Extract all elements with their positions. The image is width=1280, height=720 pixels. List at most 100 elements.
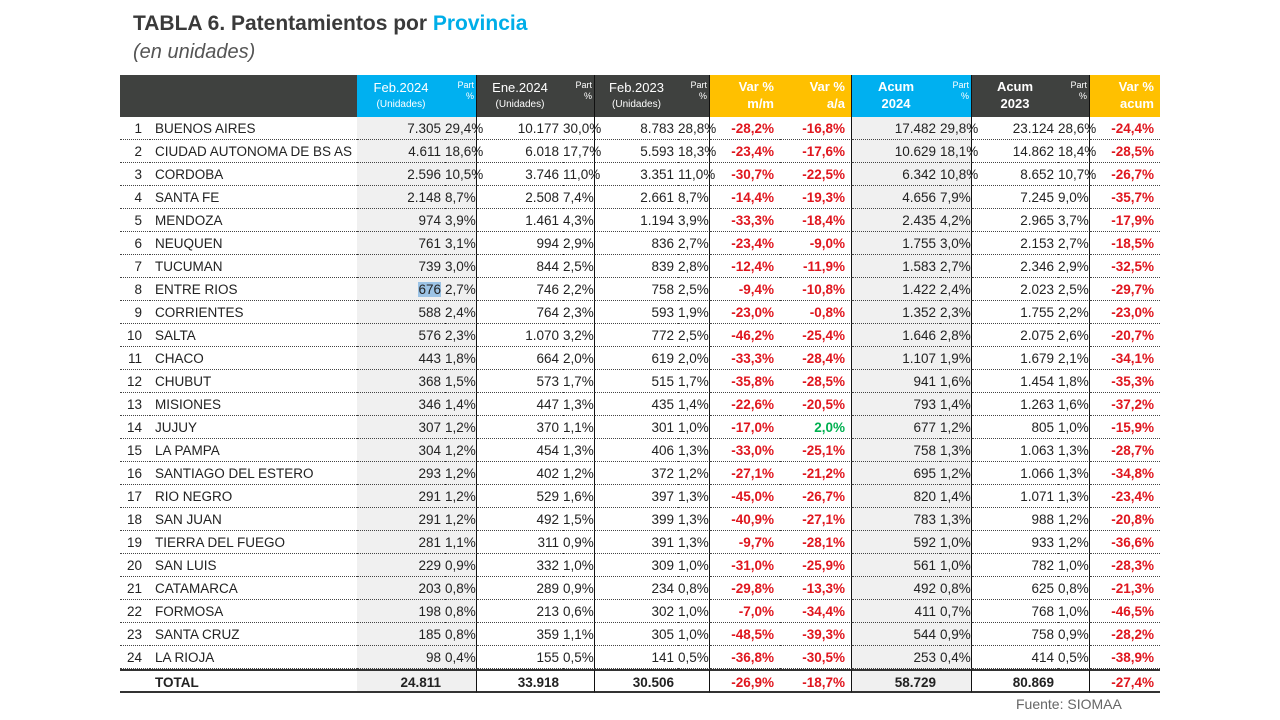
cell-acum2023-part: 2,5% [1058, 278, 1090, 301]
cell-province: SANTA CRUZ [150, 623, 357, 646]
header-part: Part% [563, 75, 595, 117]
cell-ene2024-part: 17,7% [563, 140, 601, 163]
cell-feb2023-part: 1,0% [678, 554, 710, 577]
cell-province: NEUQUEN [150, 232, 357, 255]
cell-var-acum: -29,7% [1090, 278, 1160, 301]
cell-province: CORRIENTES [150, 301, 357, 324]
cell-ene2024: 2.508 [477, 186, 563, 209]
cell-province: TUCUMAN [150, 255, 357, 278]
cell-acum2023-part: 10,7% [1058, 163, 1096, 186]
cell-acum2024: 783 [852, 508, 940, 531]
cell-acum2023: 768 [972, 600, 1058, 623]
table-row: 17 RIO NEGRO 291 1,2% 529 1,6% 397 1,3% -45,0% -2… [120, 485, 1160, 508]
table-row: 1 BUENOS AIRES 7.305 29,4% 10.177 30,0% 8.783 2… [120, 117, 1160, 140]
cell-acum2023: 1.066 [972, 462, 1058, 485]
cell-ene2024-part: 1,1% [563, 416, 595, 439]
cell-acum2024: 492 [852, 577, 940, 600]
patentamientos-table: Feb.2024 (Unidades) Part% Ene.2024 (Unidad… [120, 75, 1160, 693]
total-var-mm: -26,9% [710, 669, 780, 693]
total-label: TOTAL [150, 669, 357, 693]
cell-feb2024: 676 [357, 278, 445, 301]
cell-ene2024-part: 1,1% [563, 623, 595, 646]
cell-acum2024: 10.629 [852, 140, 940, 163]
cell-acum2024: 2.435 [852, 209, 940, 232]
cell-feb2024: 588 [357, 301, 445, 324]
cell-feb2023: 141 [595, 646, 678, 669]
cell-acum2024: 6.342 [852, 163, 940, 186]
table-row: 7 TUCUMAN 739 3,0% 844 2,5% 839 2,8% -12,4% -11,9… [120, 255, 1160, 278]
cell-var-aa: -17,6% [780, 140, 852, 163]
cell-ene2024-part: 1,2% [563, 462, 595, 485]
cell-feb2024-part: 18,6% [445, 140, 483, 163]
header-acum2024: Acum 2024 [852, 75, 940, 117]
cell-acum2024: 4.656 [852, 186, 940, 209]
total-acum2024: 58.729 [852, 669, 940, 693]
table-row: 12 CHUBUT 368 1,5% 573 1,7% 515 1,7% -35,8% -28,5… [120, 370, 1160, 393]
cell-rank: 13 [120, 393, 150, 416]
cell-feb2023: 5.593 [595, 140, 678, 163]
cell-rank: 24 [120, 646, 150, 669]
cell-acum2024-part: 1,9% [940, 347, 972, 370]
table-row: 11 CHACO 443 1,8% 664 2,0% 619 2,0% -33,3% -28,4%… [120, 347, 1160, 370]
cell-feb2023: 8.783 [595, 117, 678, 140]
cell-ene2024: 994 [477, 232, 563, 255]
cell-province: MISIONES [150, 393, 357, 416]
cell-acum2023-part: 28,6% [1058, 117, 1096, 140]
cell-acum2023-part: 2,6% [1058, 324, 1090, 347]
cell-rank: 23 [120, 623, 150, 646]
table-row: 22 FORMOSA 198 0,8% 213 0,6% 302 1,0% -7,0% -34,4… [120, 600, 1160, 623]
cell-acum2024: 1.107 [852, 347, 940, 370]
cell-rank: 7 [120, 255, 150, 278]
cell-var-acum: -35,3% [1090, 370, 1160, 393]
table-row: 9 CORRIENTES 588 2,4% 764 2,3% 593 1,9% -23,0% -0… [120, 301, 1160, 324]
cell-acum2024-part: 18,1% [940, 140, 978, 163]
cell-var-aa: -13,3% [780, 577, 852, 600]
cell-ene2024: 10.177 [477, 117, 563, 140]
cell-feb2023-part: 1,3% [678, 508, 710, 531]
cell-rank: 19 [120, 531, 150, 554]
cell-ene2024: 764 [477, 301, 563, 324]
cell-var-acum: -35,7% [1090, 186, 1160, 209]
cell-var-mm: -30,7% [710, 163, 780, 186]
cell-acum2024: 941 [852, 370, 940, 393]
cell-var-mm: -33,3% [710, 209, 780, 232]
table-row: 6 NEUQUEN 761 3,1% 994 2,9% 836 2,7% -23,4% -9,0%… [120, 232, 1160, 255]
cell-feb2023: 435 [595, 393, 678, 416]
cell-feb2024: 368 [357, 370, 445, 393]
table-row: 13 MISIONES 346 1,4% 447 1,3% 435 1,4% -22,6% -20… [120, 393, 1160, 416]
cell-var-aa: -21,2% [780, 462, 852, 485]
cell-acum2023-part: 18,4% [1058, 140, 1096, 163]
cell-province: SAN LUIS [150, 554, 357, 577]
cell-acum2024-part: 0,8% [940, 577, 972, 600]
cell-rank: 18 [120, 508, 150, 531]
cell-feb2023-part: 0,5% [678, 646, 710, 669]
cell-acum2023-part: 0,5% [1058, 646, 1090, 669]
cell-feb2023-part: 3,9% [678, 209, 710, 232]
cell-feb2023: 515 [595, 370, 678, 393]
cell-var-mm: -33,3% [710, 347, 780, 370]
cell-province: TIERRA DEL FUEGO [150, 531, 357, 554]
cell-feb2023-part: 1,0% [678, 623, 710, 646]
cell-acum2024-part: 1,2% [940, 416, 972, 439]
cell-province: LA RIOJA [150, 646, 357, 669]
cell-acum2024-part: 1,4% [940, 393, 972, 416]
cell-province: FORMOSA [150, 600, 357, 623]
cell-feb2023-part: 1,0% [678, 416, 710, 439]
cell-acum2024: 758 [852, 439, 940, 462]
cell-acum2024-part: 2,4% [940, 278, 972, 301]
table-header: Feb.2024 (Unidades) Part% Ene.2024 (Unidad… [120, 75, 1160, 117]
cell-var-aa: -39,3% [780, 623, 852, 646]
table-row: 21 CATAMARCA 203 0,8% 289 0,9% 234 0,8% -29,8% -1… [120, 577, 1160, 600]
cell-var-acum: -28,5% [1090, 140, 1160, 163]
cell-rank: 12 [120, 370, 150, 393]
cell-feb2023-part: 11,0% [678, 163, 715, 186]
cell-feb2024-part: 3,1% [445, 232, 477, 255]
cell-feb2024: 98 [357, 646, 445, 669]
table-row: 20 SAN LUIS 229 0,9% 332 1,0% 309 1,0% -31,0% -25… [120, 554, 1160, 577]
header-part: Part% [678, 75, 710, 117]
cell-var-aa: -0,8% [780, 301, 852, 324]
cell-feb2024: 291 [357, 485, 445, 508]
cell-acum2023: 933 [972, 531, 1058, 554]
cell-rank: 3 [120, 163, 150, 186]
cell-feb2024-part: 8,7% [445, 186, 477, 209]
